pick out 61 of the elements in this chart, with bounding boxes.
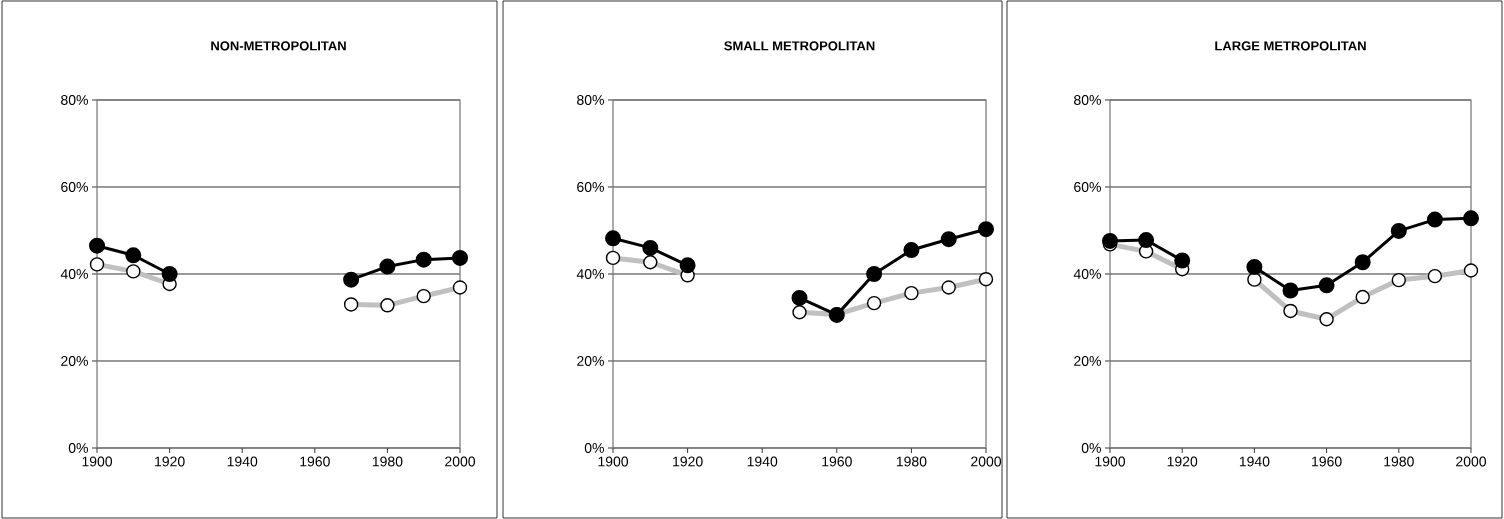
point — [866, 265, 883, 282]
x-tick-label: 2000 — [445, 456, 476, 467]
x-tick-label: 1900 — [1095, 456, 1126, 467]
y-tick-label: 80% — [1074, 95, 1101, 105]
x-tick-label: 1920 — [155, 456, 185, 467]
y-tick-label: 80% — [577, 95, 604, 105]
point — [978, 221, 995, 238]
x-tick-label: 1940 — [747, 456, 778, 467]
point — [89, 237, 106, 254]
y-tick-label: 20% — [1074, 356, 1101, 366]
x-tick-label: 1900 — [82, 456, 113, 467]
x-tick-label: 1980 — [372, 456, 403, 467]
point — [1174, 252, 1191, 269]
x-tick-label: 1960 — [300, 456, 330, 467]
x-tick-label: 1960 — [822, 456, 852, 467]
point — [1463, 210, 1479, 227]
point — [1102, 232, 1119, 249]
y-tick-label: 60% — [1074, 182, 1101, 192]
chart-title: LARGE METROPOLITAN — [1215, 41, 1366, 51]
y-tick-label: 20% — [61, 356, 88, 366]
point — [679, 257, 696, 274]
point — [903, 242, 920, 259]
point — [161, 265, 178, 282]
point — [1354, 254, 1371, 271]
y-tick-label: 0% — [584, 443, 604, 453]
y-tick-label: 80% — [61, 95, 88, 105]
chart-title: NON-METROPOLITAN — [211, 41, 346, 51]
x-tick-label: 2000 — [1456, 456, 1487, 467]
x-tick-label: 1920 — [673, 456, 703, 467]
x-tick-label: 1900 — [598, 456, 629, 467]
point — [791, 289, 808, 306]
x-tick-label: 1940 — [227, 456, 258, 467]
y-tick-label: 0% — [68, 443, 88, 453]
point — [1246, 259, 1263, 276]
point — [642, 239, 659, 256]
point — [452, 249, 469, 266]
point — [1318, 277, 1335, 294]
point — [605, 230, 622, 247]
x-tick-label: 1980 — [896, 456, 927, 467]
point — [940, 231, 957, 248]
y-tick-label: 60% — [61, 182, 88, 192]
point — [1282, 282, 1299, 299]
point — [415, 251, 432, 268]
y-tick-label: 40% — [60, 269, 88, 279]
point — [343, 271, 360, 288]
x-tick-label: 1920 — [1167, 456, 1198, 467]
y-tick-label: 20% — [577, 356, 604, 366]
x-tick-label: 1980 — [1384, 456, 1414, 467]
x-tick-label: 2000 — [971, 456, 1002, 467]
y-tick-label: 60% — [577, 182, 604, 192]
chart-title: SMALL METROPOLITAN — [724, 41, 875, 51]
y-tick-label: 0% — [1081, 443, 1101, 453]
point — [1138, 232, 1155, 249]
point — [379, 258, 396, 275]
x-tick-label: 1940 — [1239, 456, 1270, 467]
y-tick-label: 40% — [1073, 269, 1101, 279]
point — [125, 247, 142, 264]
point — [1390, 222, 1407, 239]
x-tick-label: 1960 — [1312, 456, 1342, 467]
y-tick-label: 40% — [576, 269, 604, 279]
point — [1426, 211, 1443, 228]
